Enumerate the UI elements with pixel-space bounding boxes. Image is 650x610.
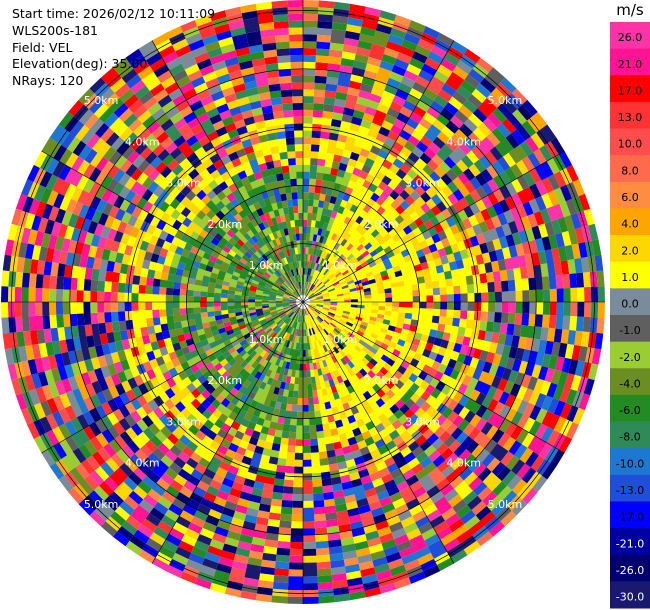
colorbar-swatch xyxy=(610,288,650,316)
colorbar-tick-label: -13.0 xyxy=(616,484,644,497)
ring-label: 5.0km xyxy=(84,498,119,511)
colorbar-tick-label: -10.0 xyxy=(616,457,644,470)
colorbar-tick-label: -30.0 xyxy=(616,591,644,604)
colorbar-swatch xyxy=(610,261,650,289)
colorbar-tick-label: 2.0 xyxy=(621,244,639,257)
ring-label: 4.0km xyxy=(446,457,481,470)
ring-label: 1.0km xyxy=(323,259,358,272)
ring-labels: 1.0km 2.0km 3.0km 4.0km 5.0km 1.0km 2.0km 3.0km… xyxy=(84,94,522,511)
colorbar-swatch xyxy=(610,581,650,609)
ring-label: 2.0km xyxy=(364,374,399,387)
ring-label: 3.0km xyxy=(405,415,440,428)
ring-label: 1.0km xyxy=(323,333,358,346)
ring-label: 4.0km xyxy=(125,457,160,470)
ring-label: 3.0km xyxy=(166,177,201,190)
gate-set xyxy=(7,14,591,597)
colorbar-tick-label: -26.0 xyxy=(616,564,644,577)
ring-label: 4.0km xyxy=(125,135,160,148)
range-grid xyxy=(1,0,605,604)
azimuth-spoke xyxy=(302,301,455,564)
colorbar-tick-label: 4.0 xyxy=(621,218,639,231)
scan-info: Start time: 2026/02/12 10:11:09 WLS200s-… xyxy=(12,6,215,90)
colorbar-tick-label: 21.0 xyxy=(618,58,643,71)
gate-set xyxy=(11,6,571,601)
colorbar-swatch xyxy=(610,421,650,449)
azimuth-spoke xyxy=(151,301,304,564)
colorbar-tick-label: 8.0 xyxy=(621,164,639,177)
ring-label: 4.0km xyxy=(446,135,481,148)
colorbar-swatch xyxy=(610,128,650,156)
ring-label: 5.0km xyxy=(488,94,523,107)
colorbar-tick-label: -1.0 xyxy=(619,324,640,337)
colorbar-tick-label: 26.0 xyxy=(618,31,643,44)
azimuth-spoke xyxy=(302,40,455,303)
instrument-text: WLS200s-181 xyxy=(12,22,98,38)
colorbar-unit: m/s xyxy=(616,1,644,19)
colorbar-swatch xyxy=(610,528,650,556)
colorbar: m/s 26.0 21.0 17.0 13.0 10.0 8.0 6.0 4.0 2.0 1.0 0.… xyxy=(610,1,650,609)
field-text: Field: VEL xyxy=(12,39,73,55)
colorbar-tick-label: -17.0 xyxy=(616,511,644,524)
azimuth-spoke xyxy=(302,301,565,454)
ring-label: 2.0km xyxy=(207,218,242,231)
colorbar-swatch xyxy=(610,554,650,582)
colorbar-swatch xyxy=(610,48,650,76)
colorbar-swatch xyxy=(610,75,650,103)
azimuth-spoke xyxy=(41,150,304,303)
ring-label: 2.0km xyxy=(364,218,399,231)
ring-label: 1.0km xyxy=(249,333,284,346)
ring-label: 5.0km xyxy=(84,94,119,107)
azimuth-spoke xyxy=(41,301,304,454)
colorbar-swatch xyxy=(610,368,650,396)
colorbar-tick-label: 10.0 xyxy=(618,138,643,151)
azimuth-spoke xyxy=(302,150,565,303)
colorbar-tick-label: 0.0 xyxy=(621,298,639,311)
ring-label: 5.0km xyxy=(488,498,523,511)
colorbar-swatch xyxy=(610,315,650,343)
colorbar-swatch xyxy=(610,208,650,236)
colorbar-tick-label: 6.0 xyxy=(621,191,639,204)
colorbar-swatch xyxy=(610,235,650,263)
colorbar-tick-label: 13.0 xyxy=(618,111,643,124)
gate-set xyxy=(2,7,557,580)
colorbar-swatch xyxy=(610,341,650,369)
colorbar-tick-label: 17.0 xyxy=(618,84,643,97)
gate-set xyxy=(2,0,592,589)
gate-set xyxy=(18,15,591,605)
start-time-text: Start time: 2026/02/12 10:11:09 xyxy=(12,6,216,21)
colorbar-swatch xyxy=(610,448,650,476)
velocity-gates xyxy=(1,0,606,605)
colorbar-tick-label: -4.0 xyxy=(619,377,640,390)
colorbar-swatch xyxy=(610,181,650,209)
azimuth-spoke xyxy=(151,40,304,303)
ring-label: 3.0km xyxy=(405,177,440,190)
colorbar-swatch xyxy=(610,155,650,183)
nrays-text: NRays: 120 xyxy=(12,73,84,89)
colorbar-tick-label: 1.0 xyxy=(621,271,639,284)
ring-label: 3.0km xyxy=(166,415,201,428)
colorbar-swatch xyxy=(610,101,650,130)
colorbar-swatch xyxy=(610,501,650,529)
colorbar-swatch xyxy=(610,22,650,50)
colorbar-tick-label: -21.0 xyxy=(616,537,644,550)
ring-label: 1.0km xyxy=(249,259,284,272)
colorbar-tick-label: -8.0 xyxy=(619,431,640,444)
colorbar-swatch xyxy=(610,394,650,423)
colorbar-tick-label: -2.0 xyxy=(619,351,640,364)
colorbar-swatch xyxy=(610,474,650,502)
ring-label: 2.0km xyxy=(207,374,242,387)
colorbar-tick-label: -6.0 xyxy=(619,404,640,417)
elevation-text: Elevation(deg): 35.00 xyxy=(12,56,148,72)
gate-set xyxy=(16,22,602,604)
